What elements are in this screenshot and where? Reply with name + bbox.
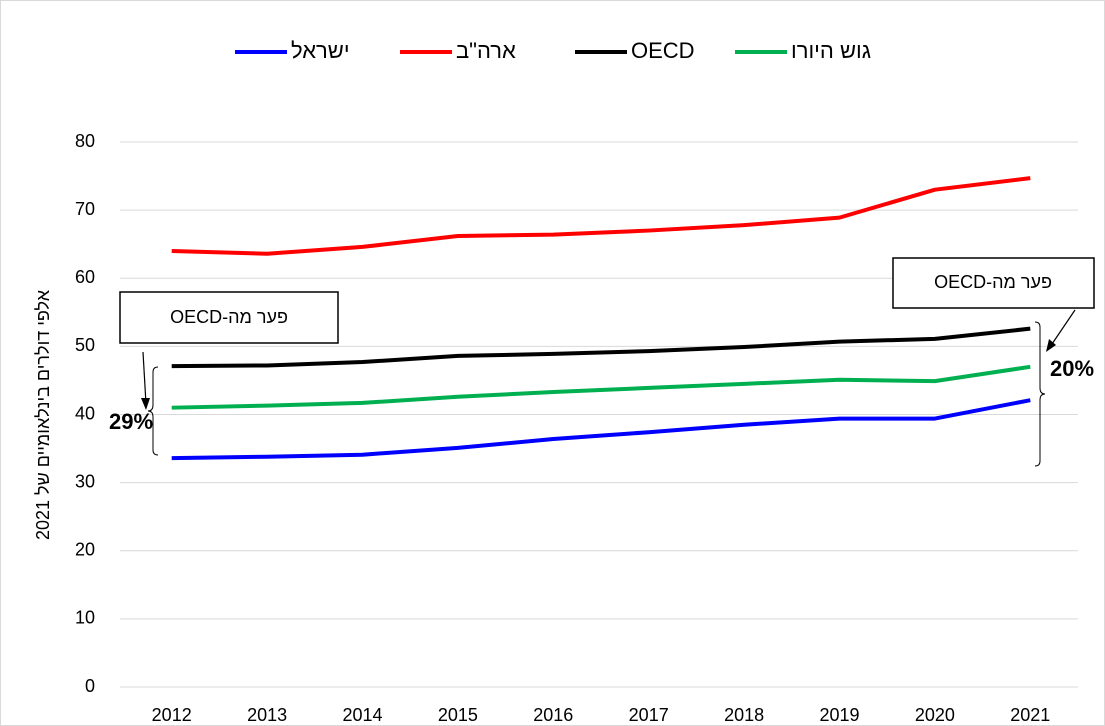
series-line: [171, 176, 1031, 256]
y-tick-label: 0: [85, 676, 95, 696]
x-tick-label: 2016: [533, 705, 573, 725]
arrow: [1051, 309, 1076, 345]
x-tick-label: 2012: [152, 705, 192, 725]
legend-label: גוש היורו: [791, 38, 871, 63]
x-tick-label: 2014: [342, 705, 382, 725]
y-tick-label: 40: [75, 403, 95, 423]
bracket: [1034, 321, 1046, 467]
y-tick-label: 60: [75, 267, 95, 287]
annotation: פער מה-OECD: [934, 272, 1052, 292]
x-tick-label: 2017: [629, 705, 669, 725]
annotation: 20%: [1050, 356, 1094, 381]
x-tick-label: 2018: [724, 705, 764, 725]
y-tick-label: 20: [75, 540, 95, 560]
annotation: פער מה-OECD: [170, 307, 288, 327]
arrow-head: [1046, 339, 1056, 352]
y-tick-label: 80: [75, 131, 95, 151]
y-tick-label: 10: [75, 608, 95, 628]
annotation-box: [119, 291, 339, 344]
x-tick-label: 2019: [819, 705, 859, 725]
x-tick-label: 2013: [247, 705, 287, 725]
series-line: [171, 326, 1031, 369]
x-tick-label: 2020: [915, 705, 955, 725]
series-line: [171, 364, 1031, 410]
arrow: [142, 351, 147, 405]
y-tick-label: 30: [75, 471, 95, 491]
bracket: [147, 366, 159, 456]
y-tick-label: 50: [75, 335, 95, 355]
annotation-box: [892, 257, 1095, 309]
legend-label: ישראל: [291, 38, 350, 63]
x-tick-label: 2015: [438, 705, 478, 725]
annotation: 29%: [109, 409, 153, 434]
legend-label: ארה"ב: [456, 38, 516, 63]
legend-label: OECD: [631, 38, 695, 63]
y-tick-label: 70: [75, 199, 95, 219]
annotations: פער מה-OECD 29% פער מה-OECD 20%: [109, 257, 1095, 467]
x-tick-label: 2021: [1010, 705, 1050, 725]
y-axis-label: אלפי דולרים בינלאומיים של 2021: [33, 289, 53, 540]
series-line: [171, 398, 1031, 461]
arrow-head: [141, 398, 150, 410]
